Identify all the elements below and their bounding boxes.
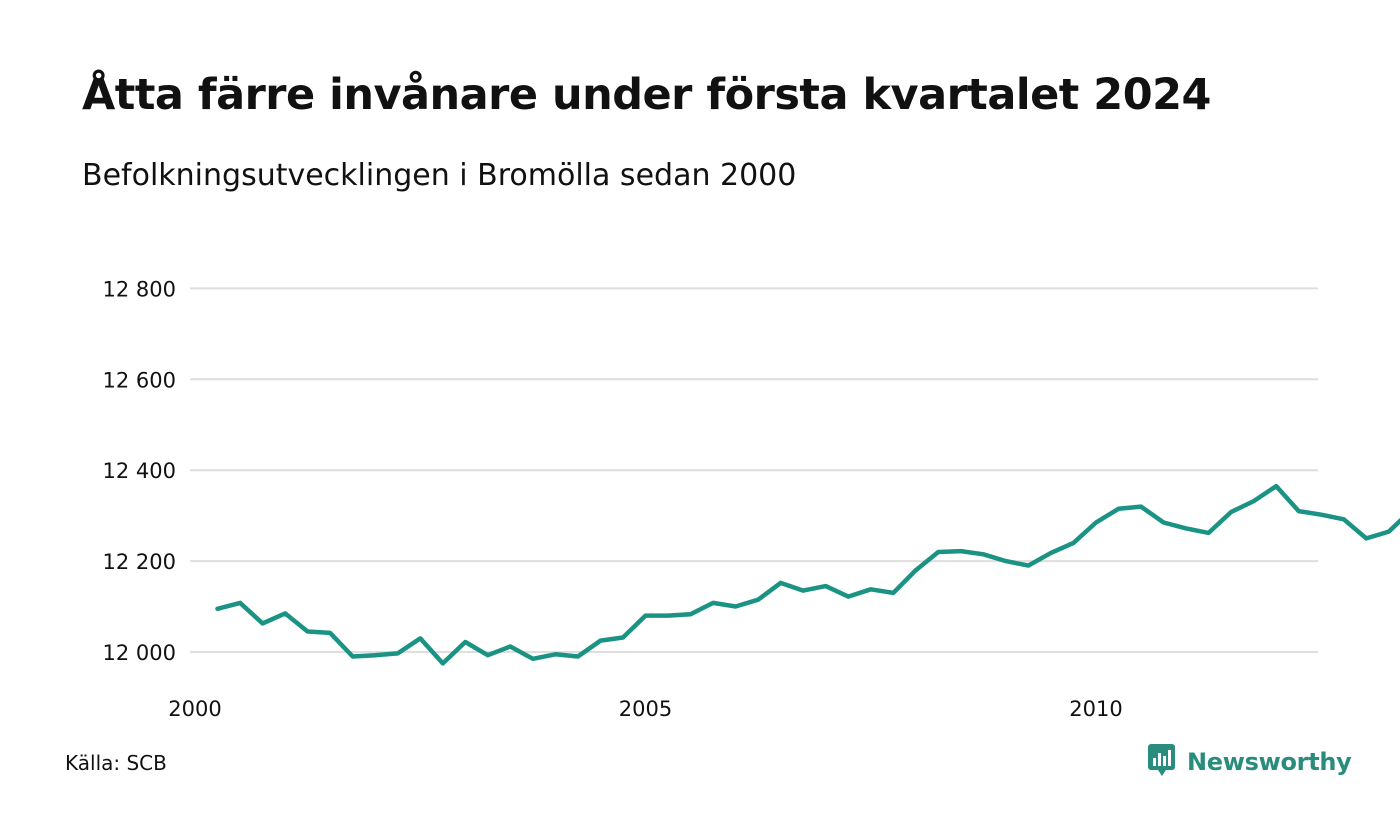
y-tick-label: 12 200 bbox=[103, 550, 176, 574]
chart-subtitle: Befolkningsutvecklingen i Bromölla sedan… bbox=[82, 158, 797, 193]
x-tick-label: 2010 bbox=[1069, 697, 1122, 721]
source-note: Källa: SCB bbox=[65, 751, 167, 775]
y-tick-label: 12 800 bbox=[103, 277, 176, 301]
y-tick-label: 12 000 bbox=[103, 641, 176, 665]
brand-name: Newsworthy bbox=[1187, 748, 1352, 776]
newsworthy-logo-icon bbox=[1147, 743, 1177, 781]
y-tick-label: 12 400 bbox=[103, 459, 176, 483]
x-tick-label: 2005 bbox=[619, 697, 672, 721]
series-line bbox=[215, 483, 1400, 666]
y-tick-label: 12 600 bbox=[103, 368, 176, 392]
x-tick-label: 2000 bbox=[168, 697, 221, 721]
chart-title: Åtta färre invånare under första kvartal… bbox=[82, 70, 1211, 120]
brand-logo: Newsworthy bbox=[1147, 743, 1352, 781]
